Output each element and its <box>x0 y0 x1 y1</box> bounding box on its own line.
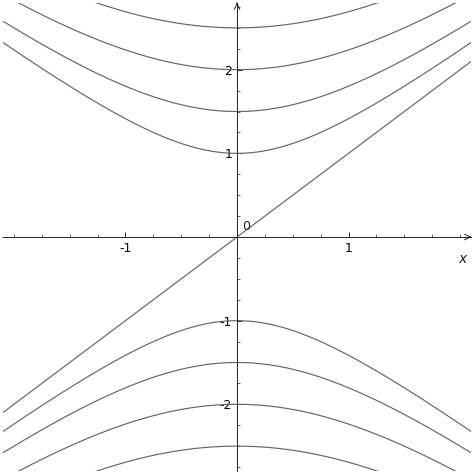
Text: x: x <box>458 252 466 266</box>
Text: 0: 0 <box>243 220 251 233</box>
